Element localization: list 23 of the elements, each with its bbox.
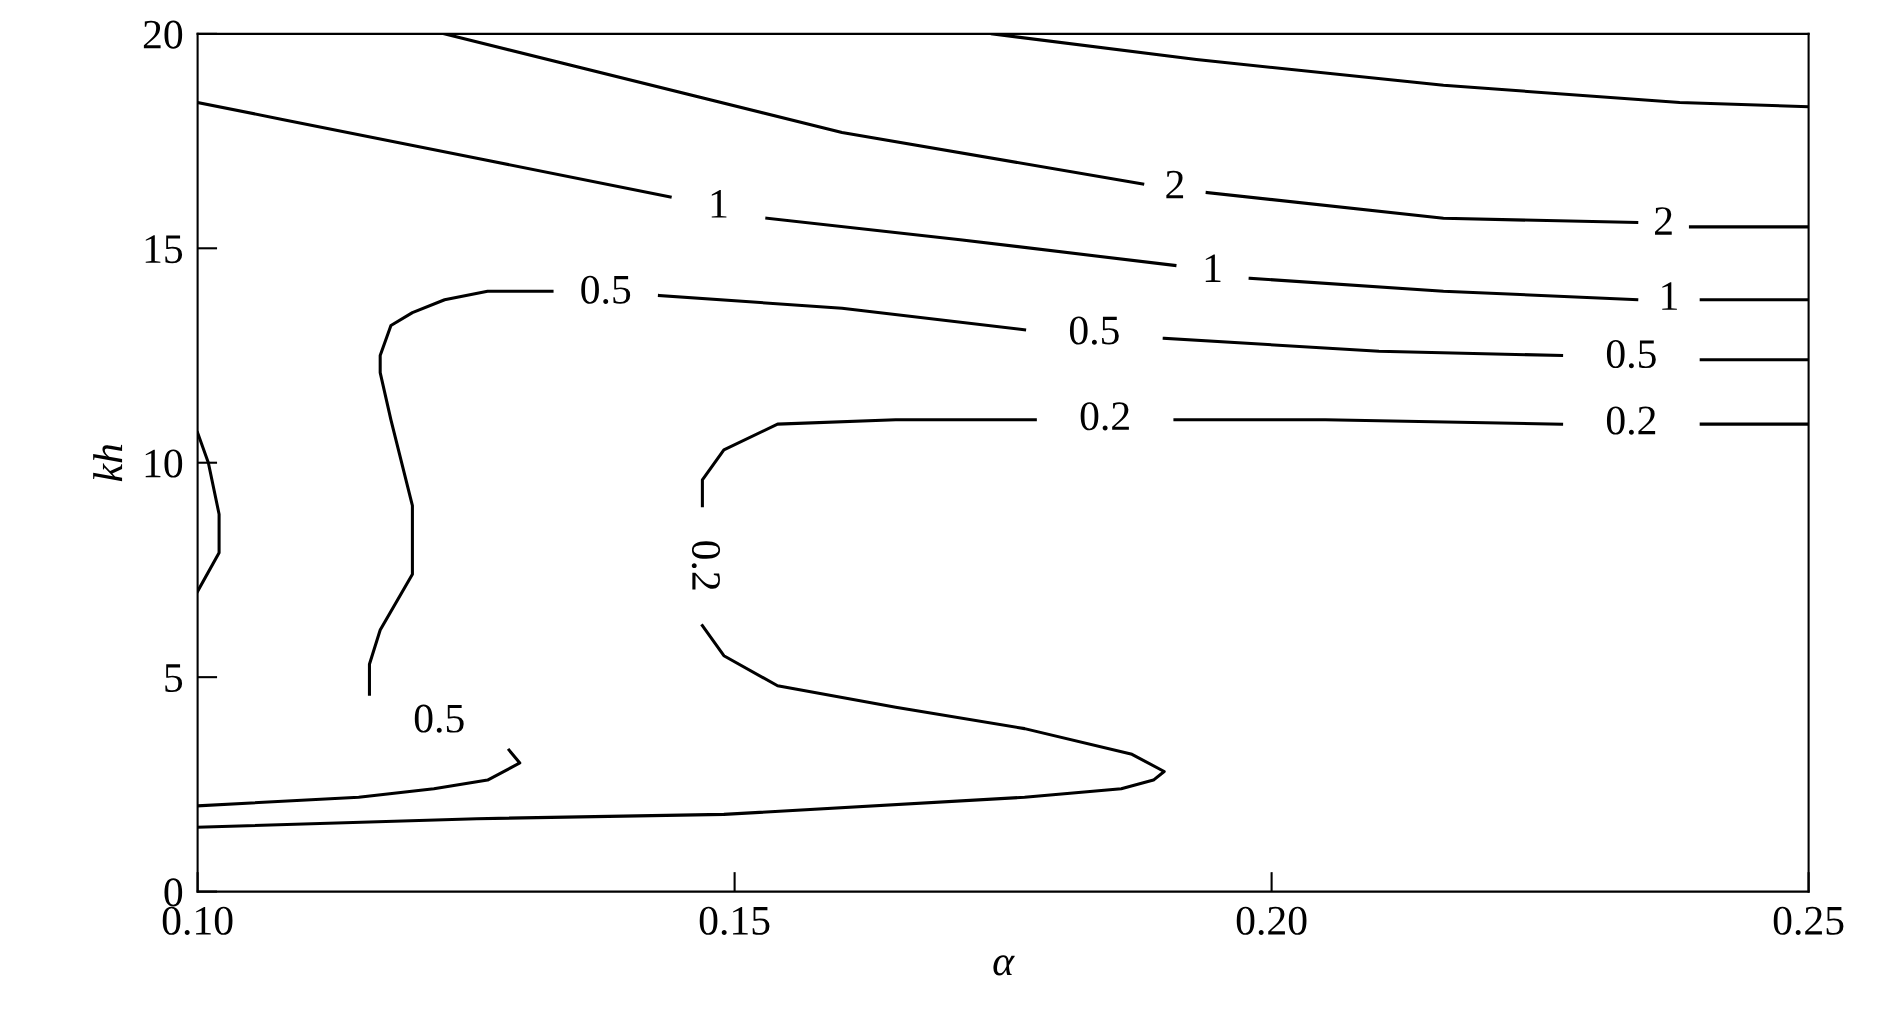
y-tick-label: 0 xyxy=(164,878,183,907)
y-tick-label: 10 xyxy=(145,449,183,478)
y-axis-title: kh xyxy=(93,444,123,482)
y-tick-label: 20 xyxy=(143,20,183,49)
x-tick-label: 0.15 xyxy=(699,906,770,935)
series-label: 1 xyxy=(1662,282,1677,310)
series-label: 2 xyxy=(1655,207,1672,235)
series-label: 1 xyxy=(711,190,727,218)
series-label: 0.5 xyxy=(1606,339,1656,369)
series-label: 1 xyxy=(1205,254,1221,282)
x-axis-title: α xyxy=(993,955,1015,976)
y-tick-label: 15 xyxy=(145,235,183,264)
x-tick-label: 0.10 xyxy=(162,906,233,935)
series-label: 0.2 xyxy=(1080,402,1129,431)
y-tick-label: 5 xyxy=(165,664,183,693)
x-tick-label: 0.25 xyxy=(1773,906,1844,935)
series-label: 0.5 xyxy=(414,704,464,733)
series-label: 0.5 xyxy=(1069,316,1119,345)
text: 0.2 xyxy=(691,541,721,590)
series-label: 0.2 xyxy=(1606,406,1656,435)
x-tick-label: 0.20 xyxy=(1236,906,1307,935)
series-label: 2 xyxy=(1166,170,1184,199)
series-label: 0.5 xyxy=(581,275,631,304)
